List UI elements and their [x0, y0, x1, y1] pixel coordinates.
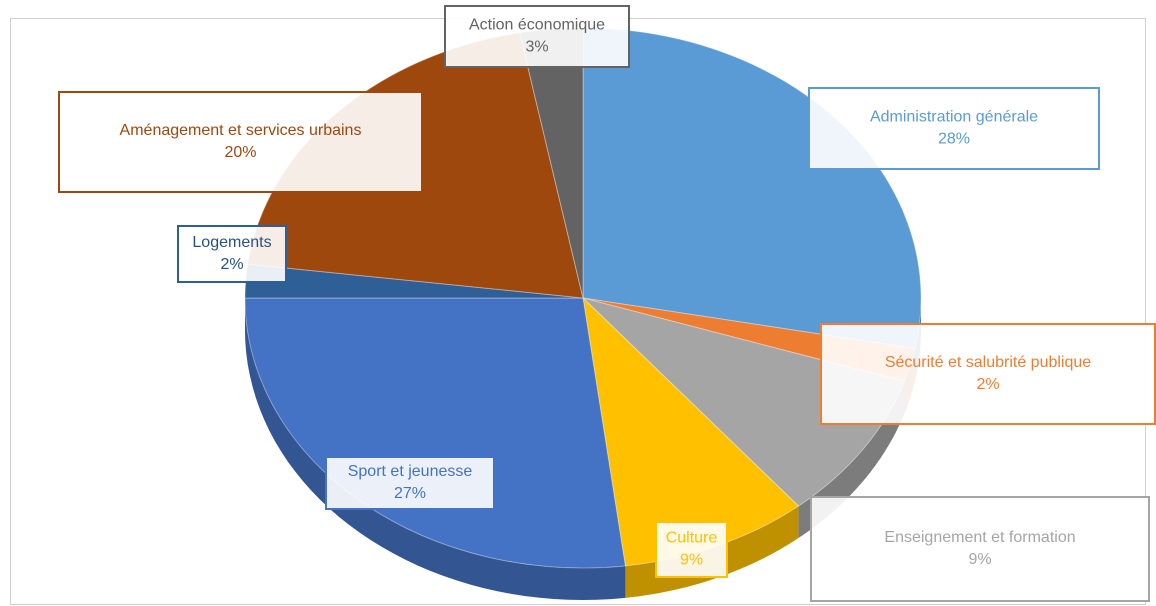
label-box	[177, 225, 287, 283]
label-name: Sport et jeunesse	[348, 463, 473, 480]
data-label: Action économique 3%	[444, 5, 630, 68]
label-value: 3%	[525, 39, 548, 56]
slice	[244, 297, 626, 569]
label-box	[325, 456, 495, 510]
label-name: Sécurité et salubrité publique	[885, 354, 1091, 371]
slice	[582, 27, 922, 350]
label-box	[810, 496, 1150, 602]
label-name: Enseignement et formation	[884, 529, 1075, 546]
label-box	[808, 87, 1100, 170]
label-name: Culture	[666, 530, 718, 547]
label-box	[820, 323, 1156, 425]
data-label: Aménagement et services urbains 20%	[58, 91, 423, 193]
label-value: 28%	[938, 131, 970, 148]
label-name: Logements	[192, 234, 271, 251]
label-name: Administration générale	[870, 109, 1038, 126]
label-value: 9%	[968, 551, 991, 568]
data-label: Sécurité et salubrité publique 2%	[820, 323, 1156, 425]
data-label: Logements 2%	[177, 225, 287, 283]
label-value: 2%	[976, 376, 999, 393]
slice-side	[245, 298, 626, 600]
label-value: 2%	[220, 256, 243, 273]
data-label: Sport et jeunesse 27%	[325, 456, 495, 510]
label-box	[58, 91, 423, 193]
label-value: 27%	[394, 485, 426, 502]
label-value: 20%	[224, 144, 256, 161]
label-name: Aménagement et services urbains	[120, 122, 362, 139]
label-name: Action économique	[469, 17, 605, 34]
label-value: 9%	[680, 552, 703, 569]
label-box	[444, 5, 630, 68]
data-label: Administration générale 28%	[808, 87, 1100, 170]
data-label: Enseignement et formation 9%	[810, 496, 1150, 602]
label-box	[655, 521, 728, 578]
data-label: Culture 9%	[655, 521, 728, 578]
